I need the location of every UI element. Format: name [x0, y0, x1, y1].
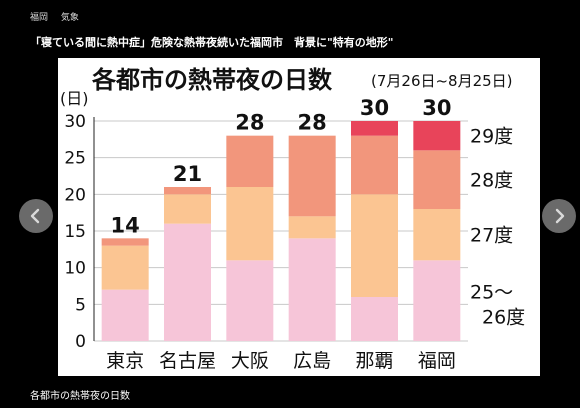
bar-segment — [101, 238, 149, 246]
bar-segment — [288, 135, 336, 217]
next-image-button[interactable] — [542, 199, 576, 233]
y-tick-label: 5 — [75, 295, 86, 315]
y-axis-label: (日) — [60, 89, 89, 108]
article-headline: 「寝ている間に熱中症」危険な熱帯夜続いた福岡市 背景に"特有の地形" — [30, 36, 394, 49]
breadcrumb-item-region[interactable]: 福岡 — [30, 13, 49, 23]
bar-segment — [101, 245, 149, 290]
bar-segment — [226, 260, 274, 341]
stacked-bar-chart: 各都市の熱帯夜の日数 (7月26日~8月25日) (日) 0 5 10 15 20 25 30 14… — [60, 66, 525, 372]
breadcrumb: 福岡 気象 — [30, 10, 89, 23]
bar-segment — [413, 150, 461, 209]
bar-segment — [413, 209, 461, 261]
x-tick-label: 那覇 — [355, 350, 393, 372]
y-tick-label: 0 — [75, 332, 86, 352]
bar-segment — [413, 260, 461, 341]
legend-label: 27度 — [470, 225, 513, 247]
x-tick-label: 福岡 — [418, 350, 456, 372]
bar-total-label: 30 — [422, 96, 451, 120]
legend-label: 25〜 26度 — [470, 282, 525, 329]
bar-segment — [288, 238, 336, 341]
bar-segment — [164, 223, 211, 341]
x-tick-label: 広島 — [293, 350, 331, 372]
chevron-left-icon — [30, 208, 40, 224]
bar-total-label: 14 — [111, 213, 140, 237]
y-tick-label: 10 — [64, 259, 86, 279]
breadcrumb-item-category[interactable]: 気象 — [60, 13, 79, 23]
y-tick-label: 15 — [64, 222, 86, 242]
y-tick-label: 20 — [64, 185, 86, 205]
bar-segment — [351, 121, 398, 136]
bar-segment — [164, 194, 211, 224]
x-tick-label: 名古屋 — [159, 350, 216, 372]
image-caption: 各都市の熱帯夜の日数 — [30, 391, 130, 402]
bar-segment — [413, 121, 461, 151]
previous-image-button[interactable] — [19, 199, 53, 233]
bar-segment — [164, 187, 211, 195]
bar-total-label: 28 — [298, 111, 327, 135]
chart-subtitle: (7月26日~8月25日) — [371, 72, 513, 90]
y-tick-label: 25 — [64, 149, 86, 169]
x-tick-label: 大阪 — [231, 350, 269, 372]
bar-segment — [288, 216, 336, 239]
bar-segment — [101, 289, 149, 341]
legend-label: 29度 — [470, 126, 513, 148]
bar-segment — [226, 135, 274, 187]
chevron-right-icon — [555, 208, 565, 224]
legend-label: 28度 — [470, 170, 513, 192]
chart-image: 各都市の熱帯夜の日数 (7月26日~8月25日) (日) 0 5 10 15 20 25 30 14… — [58, 58, 540, 376]
bar-segment — [351, 194, 398, 297]
bar-total-label: 28 — [235, 111, 264, 135]
y-tick-label: 30 — [64, 112, 86, 132]
chart-title: 各都市の熱帯夜の日数 — [91, 66, 333, 94]
x-tick-label: 東京 — [106, 350, 144, 372]
bar-total-label: 30 — [360, 96, 389, 120]
bar-segment — [351, 135, 398, 195]
bar-segment — [226, 187, 274, 261]
bar-total-label: 21 — [173, 162, 202, 186]
bar-segment — [351, 297, 398, 341]
